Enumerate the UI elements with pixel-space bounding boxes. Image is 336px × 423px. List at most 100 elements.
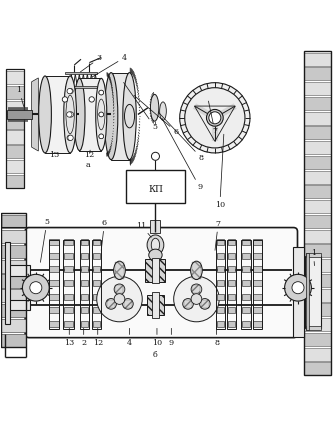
Bar <box>81 280 88 286</box>
Text: 8: 8 <box>214 328 219 347</box>
Text: 12: 12 <box>84 150 94 159</box>
Bar <box>10 119 11 121</box>
Circle shape <box>174 276 219 322</box>
Bar <box>303 171 331 184</box>
Bar <box>227 240 236 329</box>
Bar <box>1 244 26 258</box>
Bar <box>18 107 19 110</box>
Text: 9: 9 <box>162 118 202 192</box>
Bar <box>145 258 166 282</box>
Circle shape <box>68 112 74 117</box>
Polygon shape <box>32 78 38 151</box>
Bar <box>216 321 224 327</box>
Bar <box>8 119 9 121</box>
Bar <box>253 240 262 329</box>
Bar <box>10 107 11 110</box>
Text: 5: 5 <box>124 82 157 131</box>
Bar <box>22 107 24 110</box>
Circle shape <box>23 275 49 301</box>
Bar <box>64 321 73 327</box>
Bar <box>253 321 262 327</box>
Bar <box>115 262 124 279</box>
Circle shape <box>68 135 73 140</box>
Text: КП: КП <box>148 184 163 194</box>
Bar <box>303 185 331 198</box>
Bar <box>93 280 100 286</box>
Circle shape <box>99 112 103 117</box>
Bar <box>1 334 26 347</box>
Bar <box>6 101 24 114</box>
Bar <box>49 307 58 313</box>
Bar <box>124 300 132 308</box>
FancyBboxPatch shape <box>25 228 297 338</box>
Text: 6: 6 <box>101 219 107 250</box>
Text: 5: 5 <box>40 218 49 262</box>
Bar <box>81 307 88 313</box>
Bar <box>253 307 262 313</box>
Bar <box>227 266 235 272</box>
Bar <box>303 52 331 66</box>
Bar <box>64 266 73 272</box>
Bar <box>303 333 331 346</box>
Bar <box>6 265 31 276</box>
Bar <box>216 280 224 286</box>
Bar <box>6 146 24 158</box>
Text: а: а <box>85 161 90 169</box>
Text: 12: 12 <box>93 328 103 347</box>
Text: 4: 4 <box>92 54 127 77</box>
Bar <box>1 275 26 288</box>
Text: 6: 6 <box>134 95 179 136</box>
Ellipse shape <box>191 261 202 280</box>
Circle shape <box>180 82 250 153</box>
Bar <box>6 175 24 188</box>
Circle shape <box>67 135 72 140</box>
Bar <box>65 86 97 88</box>
Circle shape <box>285 275 311 301</box>
Text: 1: 1 <box>311 249 316 266</box>
Bar <box>242 239 250 245</box>
Circle shape <box>97 276 142 322</box>
Bar <box>1 260 26 273</box>
Bar <box>26 107 28 110</box>
Circle shape <box>68 88 73 94</box>
Bar <box>303 348 331 361</box>
Bar <box>242 294 250 299</box>
Text: 8: 8 <box>159 113 204 162</box>
Bar <box>26 119 28 121</box>
Bar <box>6 71 24 84</box>
Bar <box>241 240 251 329</box>
Bar <box>49 321 58 327</box>
Bar <box>64 307 73 313</box>
Circle shape <box>62 97 68 102</box>
Bar <box>65 72 97 74</box>
Circle shape <box>99 90 103 95</box>
Bar <box>305 326 321 330</box>
Bar <box>152 292 159 318</box>
Bar <box>1 230 26 243</box>
Bar <box>6 69 24 188</box>
Bar <box>303 230 331 243</box>
Circle shape <box>99 134 103 139</box>
Bar <box>8 107 9 110</box>
Bar <box>303 259 331 272</box>
Bar <box>64 294 73 299</box>
Circle shape <box>200 299 210 309</box>
Bar <box>24 107 26 110</box>
Bar <box>193 286 201 293</box>
Ellipse shape <box>123 73 136 159</box>
Circle shape <box>99 90 103 95</box>
Bar <box>93 239 100 245</box>
Bar <box>6 86 24 99</box>
Circle shape <box>183 299 194 309</box>
Ellipse shape <box>114 261 125 280</box>
Bar <box>24 119 26 121</box>
Bar <box>253 280 262 286</box>
Bar <box>64 239 73 245</box>
Text: 4: 4 <box>127 328 132 347</box>
Bar <box>81 239 88 245</box>
Circle shape <box>114 294 125 305</box>
Bar <box>303 112 331 125</box>
Bar <box>293 247 304 337</box>
Bar <box>216 253 224 258</box>
Bar <box>151 220 161 233</box>
